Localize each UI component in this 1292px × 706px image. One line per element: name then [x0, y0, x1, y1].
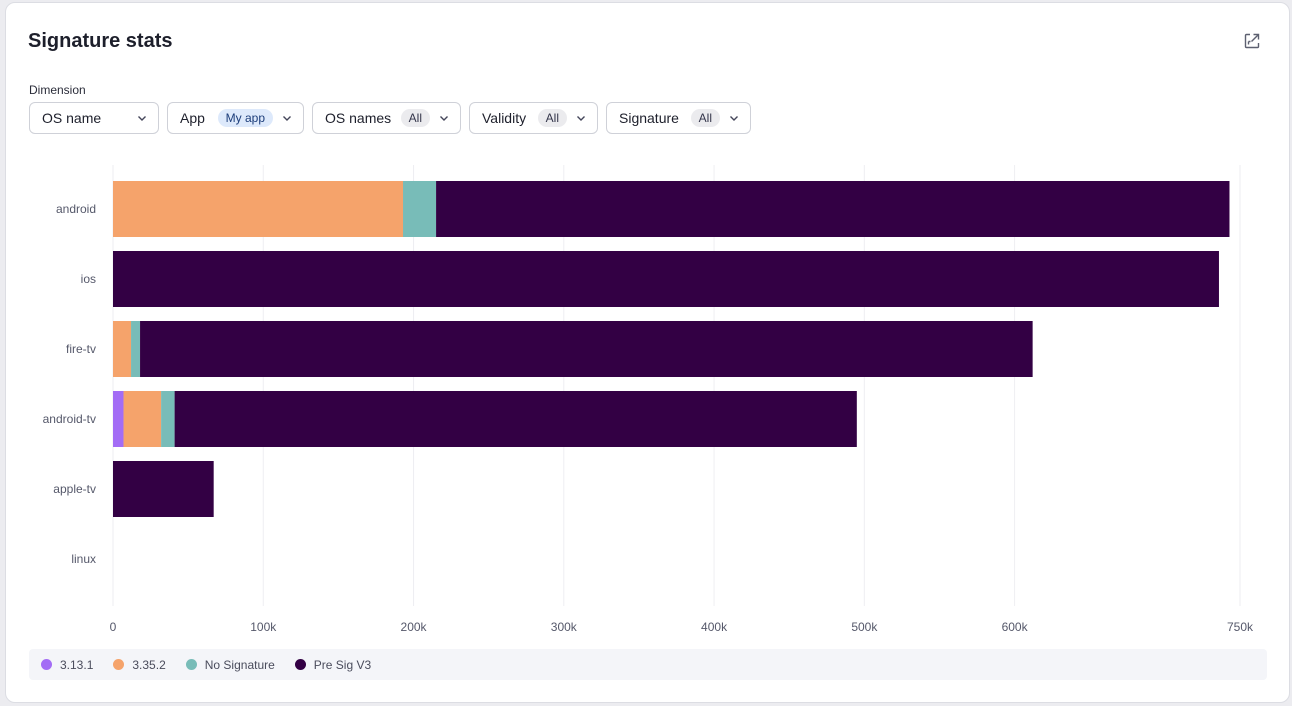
y-category-label: fire-tv	[66, 342, 96, 356]
bar-segment	[113, 461, 214, 517]
signature-filter[interactable]: Signature All	[606, 102, 751, 134]
external-open-icon[interactable]	[1243, 32, 1261, 50]
stacked-bar-chart: 0 100k 200k 300k 400k 500k 600k 750k android ios f…	[43, 165, 1254, 634]
bar-segment	[403, 181, 437, 237]
bar-segment	[161, 391, 175, 447]
legend-swatch	[113, 659, 125, 670]
bar-segment	[113, 181, 404, 237]
bar-segment	[113, 321, 132, 377]
app-filter-label: App	[180, 110, 205, 126]
legend-label: 3.35.2	[132, 657, 166, 672]
chevron-down-icon	[283, 116, 291, 121]
validity-filter-value: All	[537, 109, 567, 127]
y-category-label: ios	[81, 272, 96, 286]
y-category-label: android-tv	[43, 412, 96, 426]
bar-segment	[436, 181, 1230, 237]
x-tick-label: 400k	[701, 620, 728, 634]
bar-segment	[140, 321, 1033, 377]
legend-item[interactable]: No Signature	[185, 657, 275, 672]
bar-segment	[174, 391, 857, 447]
legend-item[interactable]: Pre Sig V3	[294, 657, 372, 672]
dimension-select[interactable]: OS name	[29, 102, 159, 134]
legend-label: 3.13.1	[60, 657, 94, 672]
legend-label: Pre Sig V3	[313, 657, 372, 672]
signature-stats-card: Signature stats Dimension OS name App My…	[5, 2, 1290, 703]
bar-segment	[113, 251, 1219, 307]
signature-filter-value: All	[690, 109, 720, 127]
chevron-down-icon	[577, 116, 585, 121]
os-names-filter[interactable]: OS names All	[312, 102, 461, 134]
panel-title: Signature stats	[28, 30, 173, 52]
chevron-down-icon	[138, 116, 146, 121]
legend-item[interactable]: 3.35.2	[113, 657, 166, 672]
legend-swatch	[41, 659, 52, 670]
os-names-filter-label: OS names	[325, 110, 392, 126]
dimension-label: Dimension	[29, 83, 86, 97]
validity-filter-label: Validity	[482, 110, 527, 126]
y-category-label: android	[56, 202, 96, 216]
dimension-select-value: OS name	[42, 110, 102, 126]
x-tick-label: 600k	[1002, 620, 1029, 634]
x-tick-label: 100k	[250, 620, 277, 634]
legend-swatch	[185, 659, 197, 670]
x-tick-label: 750k	[1227, 620, 1254, 634]
chart-legend: 3.13.1 3.35.2 No Signature Pre Sig V3	[29, 649, 1267, 680]
validity-filter[interactable]: Validity All	[469, 102, 598, 134]
legend-item[interactable]: 3.13.1	[41, 658, 93, 672]
x-tick-label: 300k	[551, 620, 578, 634]
y-category-label: linux	[71, 552, 96, 566]
chevron-down-icon	[730, 116, 738, 121]
os-names-filter-value: All	[400, 109, 430, 127]
legend-swatch	[294, 659, 306, 670]
x-tick-label: 500k	[851, 620, 878, 634]
x-tick-label: 0	[110, 620, 117, 634]
chevron-down-icon	[440, 116, 448, 121]
app-filter-value: My app	[217, 109, 273, 127]
bar-segment	[131, 321, 141, 377]
signature-filter-label: Signature	[619, 110, 679, 126]
x-tick-label: 200k	[401, 620, 428, 634]
legend-label: No Signature	[204, 657, 275, 672]
app-filter[interactable]: App My app	[167, 102, 304, 134]
bar-segment	[113, 391, 124, 447]
bar-segment	[123, 391, 162, 447]
y-category-label: apple-tv	[53, 482, 96, 496]
